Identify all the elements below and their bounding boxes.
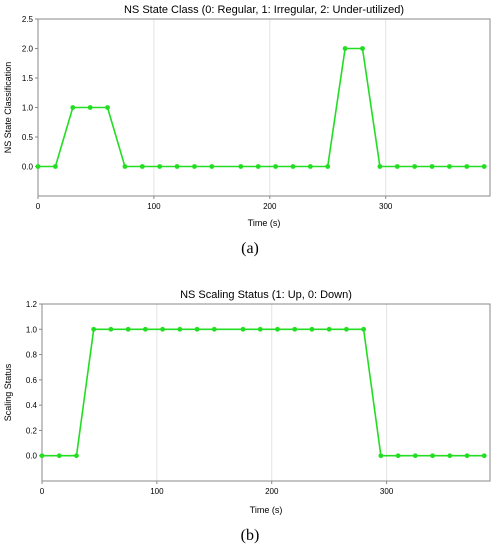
data-point (240, 326, 246, 332)
data-point (447, 164, 452, 169)
x-tick-label: 300 (380, 487, 394, 496)
data-point (394, 164, 400, 169)
x-tick-label: 300 (379, 202, 393, 211)
y-axis-label: Scaling Status (3, 363, 13, 421)
y-tick-label: 0.5 (22, 133, 34, 142)
data-point (412, 164, 418, 169)
chart-title: NS State Class (0: Regular, 1: Irregular… (124, 4, 404, 16)
y-axis-label: NS State Classification (3, 62, 13, 154)
data-point (378, 453, 384, 459)
plot-border (41, 303, 491, 482)
series-line (38, 47, 485, 168)
data-point (142, 326, 148, 332)
data-point (177, 326, 183, 332)
y-tick-label: 0.0 (22, 163, 34, 172)
data-point (309, 326, 315, 332)
x-tick-label: 0 (40, 487, 45, 496)
x-tick-label: 100 (150, 487, 164, 496)
data-point (87, 105, 93, 110)
data-point (160, 326, 166, 332)
data-point (74, 453, 79, 459)
x-tick-label: 0 (36, 202, 41, 211)
data-point (275, 326, 280, 332)
data-point (430, 453, 435, 459)
data-point (292, 326, 298, 332)
data-point (481, 164, 487, 169)
y-tick-label: 0.0 (26, 452, 38, 461)
data-point (157, 164, 163, 169)
data-point (412, 453, 418, 459)
x-tick-label: 200 (265, 487, 279, 496)
data-point (464, 164, 470, 169)
data-point (139, 164, 145, 169)
data-point (344, 326, 349, 332)
y-tick-label: 1.0 (22, 104, 34, 113)
data-point (39, 453, 45, 459)
data-point (238, 164, 244, 169)
chart-ns-state-class: NS State Class (0: Regular, 1: Irregular… (3, 4, 491, 257)
chart-ns-scaling-status: NS Scaling Status (1: Up, 0: Down) 0 100 20… (3, 289, 491, 544)
data-point (429, 164, 435, 169)
data-point (91, 326, 97, 332)
y-tick-label: 0.8 (26, 351, 38, 360)
x-tick-label: 200 (263, 202, 277, 211)
data-point (174, 164, 180, 169)
data-point (211, 326, 217, 332)
data-point (257, 326, 263, 332)
y-tick-label: 2.0 (22, 45, 34, 54)
plot-border (37, 18, 491, 197)
data-point (464, 453, 470, 459)
data-point (194, 326, 200, 332)
data-point (377, 164, 383, 169)
data-point (273, 164, 278, 169)
y-tick-label: 0.6 (26, 376, 38, 385)
x-tick-label: 100 (147, 202, 161, 211)
y-tick-label: 0.4 (26, 401, 38, 410)
data-point (326, 326, 332, 332)
data-point (125, 326, 131, 332)
data-point (122, 164, 128, 169)
data-point (105, 105, 110, 110)
data-point (56, 453, 62, 459)
y-tick-label: 1.5 (22, 74, 34, 83)
chart-title: NS Scaling Status (1: Up, 0: Down) (180, 289, 352, 301)
y-tick-label: 1.2 (26, 300, 38, 309)
panel-label: (a) (241, 240, 259, 257)
panel-label: (b) (241, 527, 260, 544)
data-point (209, 164, 215, 169)
series-line (42, 328, 485, 457)
data-point (108, 326, 114, 332)
data-point (361, 326, 367, 332)
data-point (325, 164, 331, 169)
data-point (70, 105, 76, 110)
data-point (35, 164, 41, 169)
x-axis-label: Time (s) (250, 505, 283, 515)
data-point (52, 164, 58, 169)
data-point (192, 164, 197, 169)
y-tick-label: 2.5 (22, 15, 34, 24)
data-point (360, 46, 365, 51)
data-point (255, 164, 261, 169)
data-point (342, 46, 348, 51)
y-tick-label: 0.2 (26, 426, 38, 435)
y-tick-label: 1.0 (26, 325, 38, 334)
data-point (447, 453, 453, 459)
data-point (395, 453, 401, 459)
data-point (481, 453, 487, 459)
data-point (290, 164, 296, 169)
data-point (307, 164, 313, 169)
x-axis-label: Time (s) (248, 218, 281, 228)
